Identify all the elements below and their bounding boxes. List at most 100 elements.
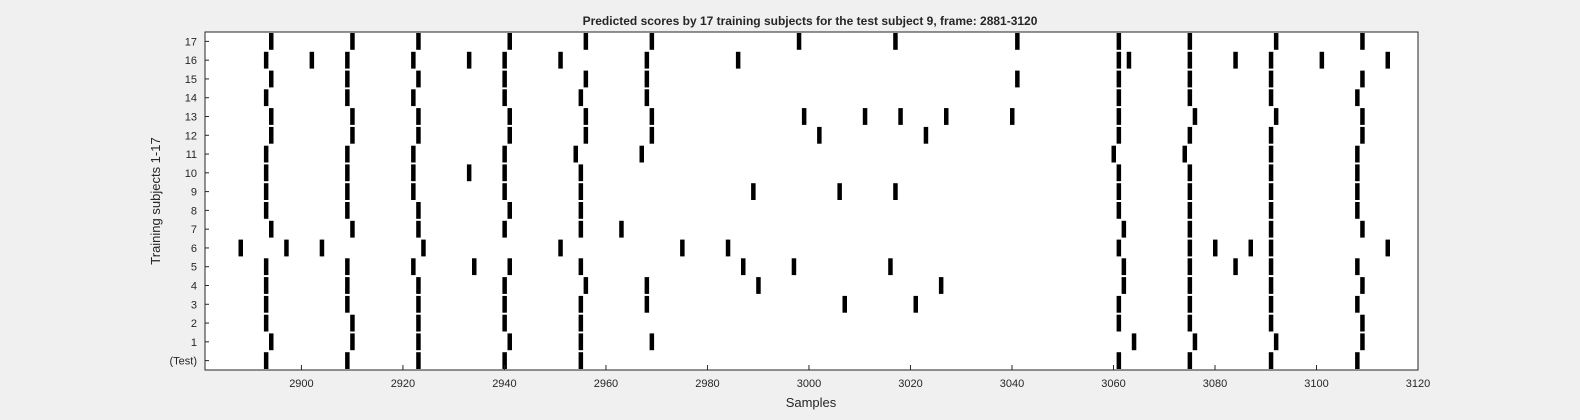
raster-mark bbox=[1187, 126, 1193, 144]
raster-mark bbox=[1116, 108, 1122, 125]
raster-mark bbox=[583, 108, 589, 125]
raster-mark bbox=[411, 51, 416, 69]
raster-row bbox=[269, 33, 1365, 50]
raster-row bbox=[263, 295, 1360, 313]
raster-row bbox=[263, 277, 1365, 294]
raster-mark bbox=[1187, 183, 1193, 200]
x-tick-label: 3060 bbox=[1101, 378, 1125, 390]
raster-mark bbox=[350, 126, 355, 144]
raster-mark bbox=[893, 33, 898, 50]
raster-mark bbox=[345, 164, 350, 182]
raster-mark bbox=[1268, 202, 1274, 219]
raster-mark bbox=[735, 51, 741, 69]
raster-mark bbox=[1187, 352, 1193, 369]
x-tick-label: 2960 bbox=[594, 378, 618, 390]
raster-mark bbox=[345, 202, 350, 219]
raster-mark bbox=[1273, 33, 1279, 50]
y-tick-label: 10 bbox=[185, 168, 197, 180]
raster-mark bbox=[1233, 258, 1238, 276]
raster-mark bbox=[1116, 51, 1122, 69]
raster-mark bbox=[791, 258, 797, 276]
raster-mark bbox=[238, 239, 243, 257]
raster-row bbox=[263, 352, 1360, 369]
y-tick-label: 16 bbox=[185, 55, 197, 67]
raster-mark bbox=[411, 89, 416, 107]
y-tick-label: 13 bbox=[185, 112, 197, 124]
raster-mark bbox=[578, 295, 584, 313]
y-tick-label: 5 bbox=[191, 262, 197, 274]
x-tick-label: 3080 bbox=[1203, 378, 1227, 390]
raster-mark bbox=[1015, 33, 1020, 50]
raster-mark bbox=[1248, 239, 1253, 257]
raster-mark bbox=[1121, 258, 1127, 276]
raster-mark bbox=[583, 126, 589, 144]
raster-mark bbox=[345, 277, 350, 294]
raster-mark bbox=[416, 295, 421, 313]
raster-mark bbox=[1268, 89, 1274, 107]
raster-mark bbox=[1355, 89, 1360, 107]
raster-mark bbox=[269, 108, 274, 125]
raster-mark bbox=[502, 277, 507, 294]
raster-mark bbox=[502, 51, 507, 69]
raster-mark bbox=[1268, 220, 1274, 238]
raster-row bbox=[263, 51, 1390, 69]
raster-mark bbox=[263, 295, 269, 313]
raster-mark bbox=[796, 33, 802, 50]
raster-mark bbox=[416, 33, 421, 50]
raster-mark bbox=[1360, 220, 1365, 238]
raster-mark bbox=[1360, 70, 1365, 88]
raster-mark bbox=[1187, 220, 1193, 238]
raster-mark bbox=[502, 89, 507, 107]
raster-mark bbox=[1116, 314, 1122, 332]
raster-mark bbox=[416, 202, 421, 219]
x-tick-label: 2980 bbox=[695, 378, 719, 390]
raster-mark bbox=[269, 220, 274, 238]
raster-mark bbox=[263, 352, 269, 369]
raster-mark bbox=[345, 258, 350, 276]
y-tick-label: 2 bbox=[191, 318, 197, 330]
raster-mark bbox=[502, 314, 507, 332]
x-tick-label: 2920 bbox=[391, 378, 415, 390]
x-tick-label: 3100 bbox=[1304, 378, 1328, 390]
raster-mark bbox=[416, 277, 421, 294]
x-tick-label: 2900 bbox=[289, 378, 313, 390]
raster-mark bbox=[644, 51, 650, 69]
raster-mark bbox=[345, 145, 350, 163]
raster-mark bbox=[263, 51, 269, 69]
raster-mark bbox=[1233, 51, 1238, 69]
raster-mark bbox=[1360, 314, 1365, 332]
raster-mark bbox=[578, 202, 584, 219]
raster-mark bbox=[416, 126, 421, 144]
raster-mark bbox=[416, 333, 421, 351]
raster-mark bbox=[507, 333, 512, 351]
raster-mark bbox=[507, 258, 512, 276]
raster-mark bbox=[345, 70, 350, 88]
raster-mark bbox=[350, 108, 355, 125]
raster-mark bbox=[345, 89, 350, 107]
y-axis-label: Training subjects 1-17 bbox=[148, 137, 163, 264]
raster-mark bbox=[1116, 70, 1122, 88]
raster-marks bbox=[238, 33, 1390, 369]
y-tick-label: 8 bbox=[191, 205, 197, 217]
raster-mark bbox=[350, 314, 355, 332]
raster-mark bbox=[345, 51, 350, 69]
raster-mark bbox=[619, 220, 624, 238]
raster-mark bbox=[1213, 239, 1218, 257]
raster-mark bbox=[1268, 277, 1274, 294]
raster-mark bbox=[1121, 277, 1127, 294]
raster-mark bbox=[507, 33, 512, 50]
raster-mark bbox=[1360, 126, 1365, 144]
y-tick-label: 3 bbox=[191, 299, 197, 311]
raster-mark bbox=[1355, 145, 1360, 163]
raster-mark bbox=[1116, 352, 1122, 369]
raster-mark bbox=[644, 70, 650, 88]
raster-mark bbox=[583, 33, 589, 50]
raster-mark bbox=[801, 108, 807, 125]
raster-mark bbox=[416, 314, 421, 332]
raster-mark bbox=[263, 183, 269, 200]
raster-row bbox=[263, 202, 1360, 219]
y-tick-label: 11 bbox=[186, 149, 197, 161]
raster-mark bbox=[649, 126, 655, 144]
raster-mark bbox=[1116, 33, 1122, 50]
raster-mark bbox=[944, 108, 949, 125]
